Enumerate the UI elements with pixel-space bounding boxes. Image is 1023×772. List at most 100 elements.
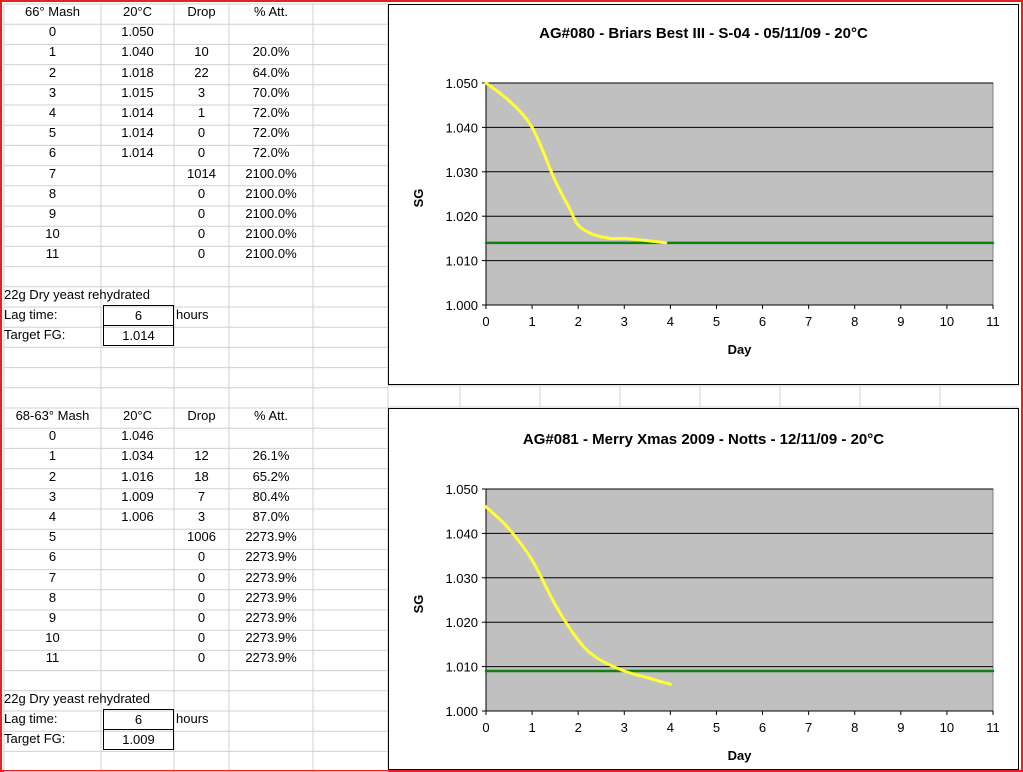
sg-cell[interactable]: [101, 184, 174, 204]
sg-cell[interactable]: 1.015: [121, 84, 154, 100]
sg-cell[interactable]: 1.014: [121, 105, 154, 120]
header-cell[interactable]: Drop: [187, 408, 216, 423]
drop-cell[interactable]: [174, 426, 229, 446]
drop-cell[interactable]: 0: [197, 589, 206, 605]
day-cell[interactable]: 8: [48, 589, 57, 605]
target-fg-label[interactable]: Target FG:: [4, 731, 66, 747]
drop-cell[interactable]: 7: [197, 488, 206, 504]
yeast-note[interactable]: 22g Dry yeast rehydrated: [4, 286, 150, 302]
drop-cell[interactable]: 0: [197, 650, 206, 666]
attenuation-cell[interactable]: 80.4%: [252, 488, 290, 504]
day-cell[interactable]: 6: [48, 145, 57, 161]
day-cell[interactable]: 11: [45, 246, 60, 262]
day-cell[interactable]: 5: [48, 125, 57, 141]
attenuation-cell[interactable]: 2100.0%: [245, 165, 297, 181]
attenuation-cell[interactable]: 70.0%: [252, 84, 290, 100]
attenuation-cell[interactable]: 26.1%: [252, 448, 290, 464]
day-cell[interactable]: 1: [48, 44, 57, 60]
day-cell[interactable]: 3: [48, 84, 57, 100]
day-cell[interactable]: 9: [48, 206, 57, 221]
attenuation-cell[interactable]: 2273.9%: [245, 529, 297, 545]
lag-time-unit[interactable]: hours: [176, 307, 209, 322]
attenuation-cell[interactable]: 65.2%: [252, 468, 290, 484]
day-cell[interactable]: 2: [48, 64, 57, 80]
day-cell[interactable]: 9: [48, 610, 57, 625]
target-fg-input[interactable]: 1.009: [103, 729, 174, 751]
sg-cell[interactable]: 1.014: [121, 125, 154, 141]
drop-cell[interactable]: 3: [197, 509, 206, 524]
sg-cell[interactable]: 1.006: [121, 509, 154, 524]
day-cell[interactable]: 4: [48, 509, 57, 524]
day-cell[interactable]: 4: [48, 105, 57, 120]
header-cell[interactable]: 20°C: [122, 408, 153, 423]
attenuation-cell[interactable]: 2273.9%: [245, 569, 297, 585]
header-cell[interactable]: 68-63° Mash: [15, 408, 90, 423]
drop-cell[interactable]: 1014: [187, 165, 216, 181]
day-cell[interactable]: 11: [45, 650, 60, 666]
lag-time-input[interactable]: 6: [103, 305, 174, 326]
drop-cell[interactable]: 0: [197, 246, 206, 262]
attenuation-cell[interactable]: 2273.9%: [245, 549, 297, 565]
drop-cell[interactable]: 0: [197, 226, 206, 242]
drop-cell[interactable]: 22: [194, 64, 209, 80]
attenuation-cell[interactable]: 64.0%: [252, 64, 290, 80]
drop-cell[interactable]: 0: [197, 569, 206, 585]
attenuation-cell[interactable]: 72.0%: [252, 105, 290, 120]
header-cell[interactable]: % Att.: [254, 408, 288, 423]
header-cell[interactable]: 66° Mash: [24, 4, 81, 19]
sg-cell[interactable]: [101, 224, 174, 244]
day-cell[interactable]: 10: [45, 226, 60, 242]
attenuation-cell[interactable]: 2273.9%: [245, 589, 297, 605]
sg-cell[interactable]: [101, 568, 174, 588]
sg-cell[interactable]: 1.009: [121, 488, 154, 504]
drop-cell[interactable]: 0: [197, 549, 206, 565]
day-cell[interactable]: 0: [48, 24, 57, 40]
header-cell[interactable]: 20°C: [122, 4, 153, 19]
sg-cell[interactable]: [101, 588, 174, 608]
attenuation-cell[interactable]: 72.0%: [252, 125, 290, 141]
day-cell[interactable]: 5: [48, 529, 57, 545]
target-fg-input[interactable]: 1.014: [103, 325, 174, 347]
header-cell[interactable]: % Att.: [254, 4, 288, 19]
sg-cell[interactable]: [101, 244, 174, 264]
sg-cell[interactable]: [101, 628, 174, 648]
drop-cell[interactable]: 0: [197, 185, 206, 201]
target-fg-label[interactable]: Target FG:: [4, 327, 66, 343]
day-cell[interactable]: 10: [45, 630, 60, 646]
day-cell[interactable]: 2: [48, 468, 57, 484]
attenuation-cell[interactable]: 2273.9%: [245, 650, 297, 666]
day-cell[interactable]: 1: [48, 448, 57, 464]
chart-ag081[interactable]: AG#081 - Merry Xmas 2009 - Notts - 12/11…: [388, 408, 1019, 770]
drop-cell[interactable]: [174, 22, 229, 42]
attenuation-cell[interactable]: 2100.0%: [245, 246, 297, 262]
drop-cell[interactable]: 0: [197, 145, 206, 161]
sg-cell[interactable]: 1.034: [121, 448, 154, 464]
attenuation-cell[interactable]: [229, 22, 313, 42]
lag-time-input[interactable]: 6: [103, 709, 174, 730]
attenuation-cell[interactable]: 2100.0%: [245, 206, 297, 221]
attenuation-cell[interactable]: 2273.9%: [245, 610, 297, 625]
sg-cell[interactable]: 1.046: [121, 428, 154, 444]
sg-cell[interactable]: [101, 527, 174, 547]
sg-cell[interactable]: [101, 648, 174, 668]
drop-cell[interactable]: 0: [197, 206, 206, 221]
drop-cell[interactable]: 10: [194, 44, 209, 60]
drop-cell[interactable]: 1006: [187, 529, 216, 545]
sg-cell[interactable]: [101, 547, 174, 567]
attenuation-cell[interactable]: 2273.9%: [245, 630, 297, 646]
day-cell[interactable]: 0: [48, 428, 57, 444]
sg-cell[interactable]: 1.040: [121, 44, 154, 60]
sg-cell[interactable]: 1.016: [121, 468, 154, 484]
drop-cell[interactable]: 0: [197, 610, 206, 625]
sg-cell[interactable]: 1.050: [121, 24, 154, 40]
attenuation-cell[interactable]: 20.0%: [252, 44, 290, 60]
attenuation-cell[interactable]: 2100.0%: [245, 226, 297, 242]
drop-cell[interactable]: 1: [197, 105, 206, 120]
lag-time-label[interactable]: Lag time:: [4, 307, 58, 322]
sg-cell[interactable]: 1.014: [121, 145, 154, 161]
drop-cell[interactable]: 18: [194, 468, 209, 484]
day-cell[interactable]: 7: [48, 569, 57, 585]
drop-cell[interactable]: 0: [197, 630, 206, 646]
sg-cell[interactable]: [101, 164, 174, 184]
drop-cell[interactable]: 3: [197, 84, 206, 100]
